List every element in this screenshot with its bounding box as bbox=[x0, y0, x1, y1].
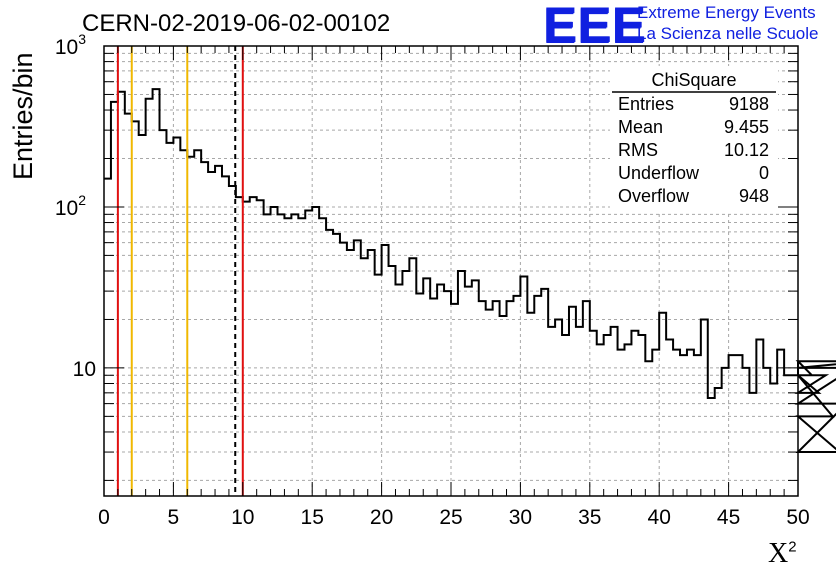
stats-row-label: Entries bbox=[618, 94, 674, 114]
stats-row-value: 948 bbox=[739, 186, 769, 206]
stats-row-value: 0 bbox=[759, 163, 769, 183]
eee-logo: EEE bbox=[543, 0, 647, 53]
x-tick-label: 0 bbox=[98, 506, 110, 529]
stats-row-label: RMS bbox=[618, 140, 658, 160]
y-tick-label: 103 bbox=[55, 31, 86, 59]
y-tick-label: 102 bbox=[55, 192, 86, 220]
y-axis-label: Entries/bin bbox=[8, 52, 38, 180]
stats-row-label: Underflow bbox=[618, 163, 700, 183]
x-tick-label: 15 bbox=[301, 506, 324, 529]
eee-logo-line1: Extreme Energy Events bbox=[637, 3, 816, 22]
x-tick-label: 35 bbox=[578, 506, 601, 529]
x-tick-label: 40 bbox=[648, 506, 671, 529]
x-tick-label: 25 bbox=[439, 506, 462, 529]
x-tick-label: 45 bbox=[717, 506, 740, 529]
histogram-series bbox=[104, 88, 836, 454]
stats-row-value: 9188 bbox=[729, 94, 769, 114]
x-tick-label: 50 bbox=[786, 506, 809, 529]
y-tick-label: 10 bbox=[73, 358, 96, 381]
stats-row-value: 9.455 bbox=[724, 117, 769, 137]
run-title: CERN-02-2019-06-02-00102 bbox=[82, 10, 391, 37]
stats-row-label: Overflow bbox=[618, 186, 690, 206]
stats-row-label: Mean bbox=[618, 117, 663, 137]
stats-row-value: 10.12 bbox=[724, 140, 769, 160]
x-axis-label: X2 bbox=[768, 538, 797, 570]
x-tick-label: 10 bbox=[231, 506, 254, 529]
eee-logo-line2: La Scienza nelle Scuole bbox=[637, 24, 819, 43]
x-tick-label: 20 bbox=[370, 506, 393, 529]
x-axis-label-exponent: 2 bbox=[788, 538, 797, 556]
x-tick-label: 30 bbox=[509, 506, 532, 529]
x-axis-label-base: X bbox=[768, 538, 789, 569]
stats-box bbox=[610, 66, 778, 212]
x-tick-label: 5 bbox=[168, 506, 180, 529]
stats-box-title: ChiSquare bbox=[651, 70, 736, 90]
